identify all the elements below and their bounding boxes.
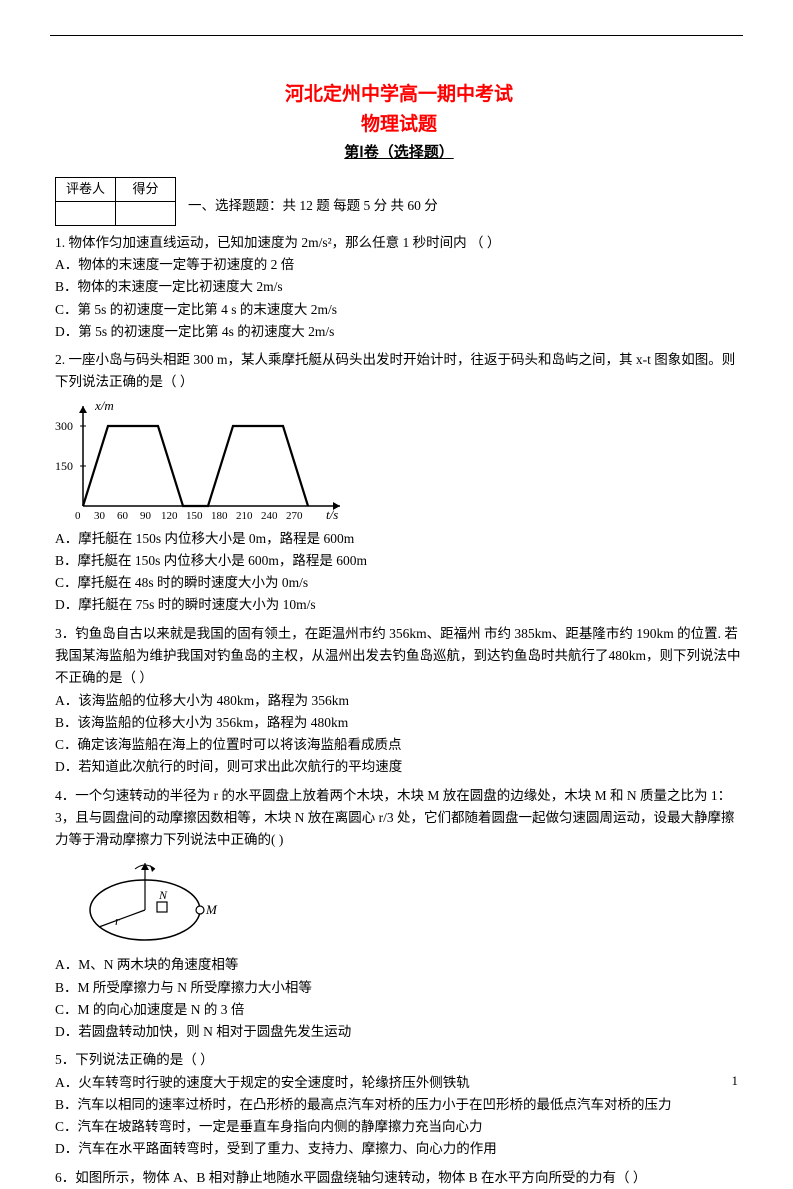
svg-text:0: 0 [75, 510, 81, 522]
q5-option-b: B．汽车以相同的速率过桥时，在凸形桥的最高点汽车对桥的压力小于在凹形桥的最低点汽… [55, 1094, 743, 1116]
q2-option-c: C．摩托艇在 48s 时的瞬时速度大小为 0m/s [55, 572, 743, 594]
q6-stem: 6．如图所示，物体 A、B 相对静止地随水平圆盘绕轴匀速转动，物体 B 在水平方… [55, 1167, 743, 1189]
q4-stem: 4．一个匀速转动的半径为 r 的水平圆盘上放着两个木块，木块 M 放在圆盘的边缘… [55, 785, 743, 852]
q5-option-d: D．汽车在水平路面转弯时，受到了重力、支持力、摩擦力、向心力的作用 [55, 1138, 743, 1160]
score-header-score: 得分 [116, 177, 176, 201]
top-rule [50, 35, 743, 36]
q3-option-a: A．该海监船的位移大小为 480km，路程为 356km [55, 690, 743, 712]
q5-stem: 5．下列说法正确的是（ ） [55, 1049, 743, 1071]
section-title: 第Ⅰ卷（选择题） [55, 141, 743, 165]
q3-option-d: D．若知道此次航行的时间，则可求出此次航行的平均速度 [55, 756, 743, 778]
score-table: 评卷人 得分 [55, 177, 176, 226]
q2-stem: 2. 一座小岛与码头相距 300 m，某人乘摩托艇从码头出发时开始计时，往返于码… [55, 349, 743, 394]
q2-graph: x/m t/s 300 150 0 30 60 90 120 150 180 2… [55, 396, 355, 526]
svg-text:210: 210 [236, 510, 253, 522]
exam-title-sub: 物理试题 [55, 110, 743, 140]
q4-option-a: A．M、N 两木块的角速度相等 [55, 954, 743, 976]
q3-stem: 3．钓鱼岛自古以来就是我国的固有领土，在距温州市约 356km、距福州 市约 3… [55, 623, 743, 690]
q1-option-c: C．第 5s 的初速度一定比第 4 s 的末速度大 2m/s [55, 299, 743, 321]
q2-option-d: D．摩托艇在 75s 时的瞬时速度大小为 10m/s [55, 594, 743, 616]
svg-text:N: N [158, 888, 168, 902]
q1-option-a: A．物体的末速度一定等于初速度的 2 倍 [55, 254, 743, 276]
page-number: 1 [732, 1071, 739, 1092]
q1-option-b: B．物体的末速度一定比初速度大 2m/s [55, 276, 743, 298]
q4-option-b: B．M 所受摩擦力与 N 所受摩擦力大小相等 [55, 977, 743, 999]
q1-stem: 1. 物体作匀加速直线运动，已知加速度为 2m/s²，那么任意 1 秒时间内 （… [55, 232, 743, 254]
q5-option-c: C．汽车在坡路转弯时，一定是垂直车身指向内侧的静摩擦力充当向心力 [55, 1116, 743, 1138]
score-cell-reviewer [56, 201, 116, 225]
score-cell-score [116, 201, 176, 225]
svg-text:60: 60 [117, 510, 129, 522]
svg-text:300: 300 [55, 419, 73, 433]
q1-option-d: D．第 5s 的初速度一定比第 4s 的初速度大 2m/s [55, 321, 743, 343]
svg-text:120: 120 [161, 510, 178, 522]
q5-option-a: A．火车转弯时行驶的速度大于规定的安全速度时，轮缘挤压外侧铁轨 [55, 1072, 743, 1094]
svg-text:M: M [205, 902, 218, 917]
svg-text:240: 240 [261, 510, 278, 522]
q4-option-d: D．若圆盘转动加快，则 N 相对于圆盘先发生运动 [55, 1021, 743, 1043]
q4-diagram: r N M [75, 855, 225, 950]
svg-text:t/s: t/s [326, 507, 338, 522]
svg-text:180: 180 [211, 510, 228, 522]
svg-text:x/m: x/m [94, 398, 114, 413]
q2-option-b: B．摩托艇在 150s 内位移大小是 600m，路程是 600m [55, 550, 743, 572]
score-header-reviewer: 评卷人 [56, 177, 116, 201]
svg-text:90: 90 [140, 510, 152, 522]
q3-option-b: B．该海监船的位移大小为 356km，路程为 480km [55, 712, 743, 734]
svg-text:270: 270 [286, 510, 303, 522]
svg-text:30: 30 [94, 510, 106, 522]
q4-option-c: C．M 的向心加速度是 N 的 3 倍 [55, 999, 743, 1021]
q3-option-c: C．确定该海监船在海上的位置时可以将该海监船看成质点 [55, 734, 743, 756]
q2-option-a: A．摩托艇在 150s 内位移大小是 0m，路程是 600m [55, 528, 743, 550]
exam-title-main: 河北定州中学高一期中考试 [55, 80, 743, 110]
svg-text:150: 150 [186, 510, 203, 522]
svg-text:150: 150 [55, 459, 73, 473]
